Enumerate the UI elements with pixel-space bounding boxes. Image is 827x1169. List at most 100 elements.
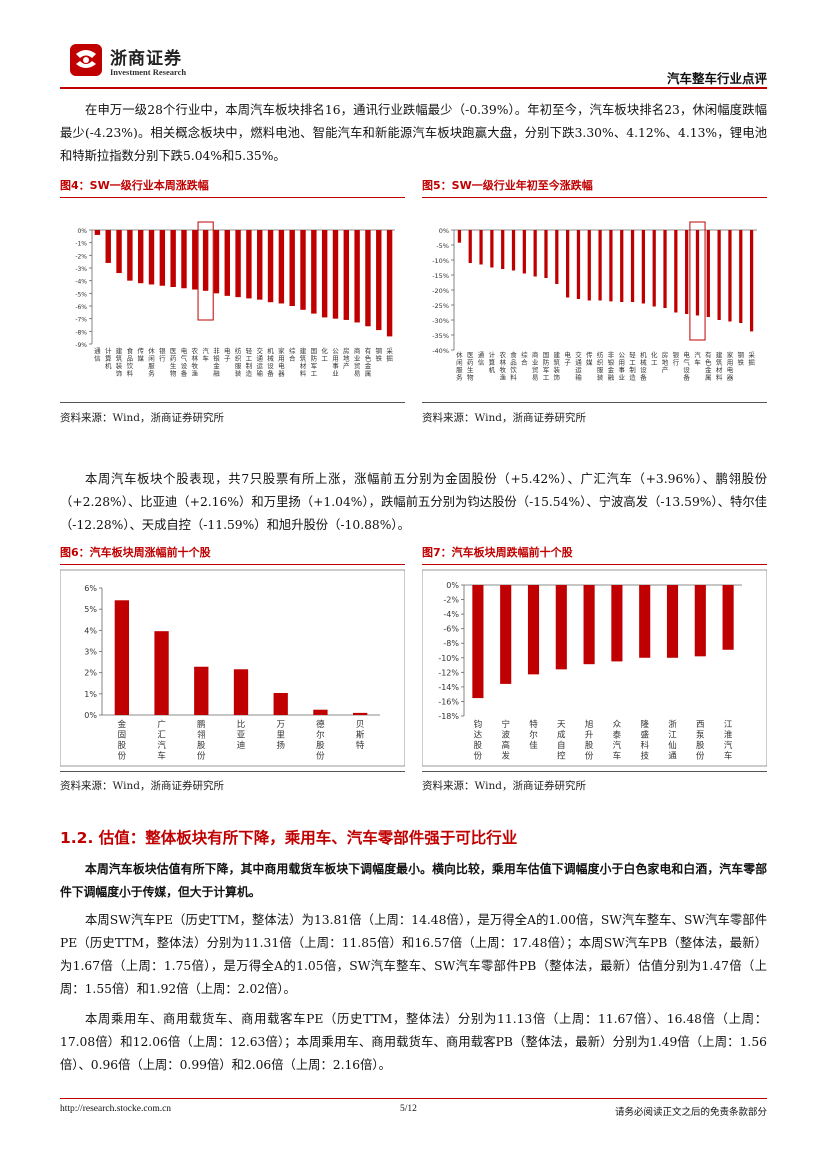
highlight-box xyxy=(689,221,706,341)
bar xyxy=(137,230,144,284)
bar xyxy=(472,585,484,699)
bar xyxy=(501,230,505,269)
bar xyxy=(278,230,285,304)
bar xyxy=(246,230,252,299)
category-label: 钢铁 xyxy=(376,347,383,363)
y-tick-label: -14% xyxy=(438,683,459,692)
y-tick-label: -2% xyxy=(443,596,459,605)
y-tick-label: -5% xyxy=(436,242,449,250)
y-tick-label: -9% xyxy=(75,342,87,349)
bar xyxy=(652,230,656,307)
bar xyxy=(457,230,462,243)
category-label: 家用电器 xyxy=(278,346,285,378)
paragraph-valuation-pe-pb: 本周SW汽车PE（历史TTM，整体法）为13.81倍（上周：14.48倍），是万… xyxy=(60,913,767,996)
y-tick-label: -35% xyxy=(432,332,449,340)
bar xyxy=(544,230,548,278)
category-label: 采掘 xyxy=(386,346,393,363)
category-label: 通信 xyxy=(478,350,485,367)
category-label: 西泵股份 xyxy=(696,720,705,762)
bar xyxy=(511,230,516,271)
bar xyxy=(641,230,645,304)
category-label: 农林牧渔 xyxy=(192,346,199,378)
category-label: 有色金属 xyxy=(705,350,712,382)
category-label: 众泰汽车 xyxy=(613,720,622,762)
bar xyxy=(749,230,754,332)
bar xyxy=(148,230,155,285)
category-label: 计算机 xyxy=(105,346,112,370)
category-label: 轻工制造 xyxy=(246,346,253,378)
category-label: 食品饮料 xyxy=(510,350,517,382)
category-label: 公用事业 xyxy=(618,351,625,382)
bar xyxy=(233,669,249,715)
company-name-en: Investment Research xyxy=(110,67,187,77)
y-tick-label: 0% xyxy=(439,227,449,235)
category-label: 贝斯特 xyxy=(356,720,365,751)
category-label: 国防军工 xyxy=(543,351,550,382)
bar xyxy=(181,230,187,289)
bar xyxy=(611,585,623,662)
bar xyxy=(94,230,101,235)
figure-5-title: 图5：SW一级行业年初至今涨跌幅 xyxy=(422,177,767,198)
y-tick-label: 0% xyxy=(84,711,97,720)
bar xyxy=(127,230,133,281)
category-label: 银行 xyxy=(159,346,166,363)
y-tick-label: -4% xyxy=(75,279,87,286)
figure-7-source: 资料来源：Wind，浙商证券研究所 xyxy=(422,780,586,792)
highlight-box xyxy=(197,221,214,321)
category-label: 传媒 xyxy=(137,346,144,363)
y-tick-label: -16% xyxy=(438,697,459,706)
category-label: 医药生物 xyxy=(170,347,177,378)
category-label: 轻工制造 xyxy=(629,350,636,382)
category-label: 电子 xyxy=(564,350,571,367)
figure-4-source: 资料来源：Wind，浙商证券研究所 xyxy=(60,412,224,424)
category-label: 银行 xyxy=(673,350,680,367)
bar xyxy=(365,230,371,327)
figure-5-bottom-rule xyxy=(422,402,767,403)
y-tick-label: -3% xyxy=(75,266,87,273)
category-label: 传媒 xyxy=(586,350,593,367)
y-tick-label: -12% xyxy=(438,668,459,677)
company-logo-icon xyxy=(70,44,102,76)
bar xyxy=(300,230,306,310)
bar xyxy=(620,230,624,302)
company-name-cn: 浙商证券 xyxy=(110,49,182,69)
y-tick-label: -6% xyxy=(75,304,87,311)
bar xyxy=(555,230,559,284)
category-label: 房地产 xyxy=(343,346,350,370)
bar xyxy=(666,585,679,658)
paragraph-valuation-subsectors: 本周乘用车、商用载货车、商用载客车PE（历史TTM，整体法）分别为11.13倍（… xyxy=(60,1012,767,1072)
y-tick-label: 1% xyxy=(84,690,97,699)
figure-4-chart: 0% -1% -2% -3% -4% -5% -6% -7% -8% -9% 通信计算机建筑装饰食品… xyxy=(75,221,395,378)
y-tick-label: -8% xyxy=(75,329,87,336)
y-tick-label: -2% xyxy=(75,253,87,260)
category-label: 浙江仙通 xyxy=(668,719,677,762)
bar xyxy=(202,230,209,291)
figure-6-title: 图6：汽车板块周涨幅前十个股 xyxy=(60,544,405,565)
category-label: 通信 xyxy=(94,346,101,363)
bar xyxy=(609,230,613,302)
header-divider xyxy=(60,87,767,89)
y-tick-label: 0% xyxy=(77,228,87,235)
bar xyxy=(273,692,288,715)
footer-url[interactable]: http://research.stocke.com.cn xyxy=(60,1104,172,1114)
figure-6-bottom-rule xyxy=(60,771,405,772)
category-label: 商业贸易 xyxy=(532,350,539,382)
paragraph-valuation-summary: 本周汽车板块估值有所下降，其中商用载货车板块下调幅度最小。横向比较，乘用车估值下… xyxy=(60,862,767,899)
category-label: 国防军工 xyxy=(311,347,318,378)
y-tick-label: -10% xyxy=(432,257,449,265)
bar xyxy=(116,230,122,274)
category-label: 家用电器 xyxy=(727,350,734,382)
y-tick-label: -6% xyxy=(443,625,459,634)
section-title-valuation: 1.2. 估值：整体板块有所下降，乘用车、汽车零部件强于可比行业 xyxy=(60,829,518,847)
bar xyxy=(114,600,130,715)
footer-page-number: 5/12 xyxy=(400,1104,417,1114)
category-label: 鹏翎股份 xyxy=(197,719,206,762)
category-label: 电气设备 xyxy=(683,350,690,382)
bar xyxy=(311,230,317,314)
y-tick-label: -4% xyxy=(443,610,459,619)
y-tick-label: -25% xyxy=(432,302,449,310)
category-label: 食品饮料 xyxy=(127,346,134,378)
bar xyxy=(235,230,241,298)
bar xyxy=(583,585,595,665)
figure-4-title: 图4：SW一级行业本周涨跌幅 xyxy=(60,177,405,198)
